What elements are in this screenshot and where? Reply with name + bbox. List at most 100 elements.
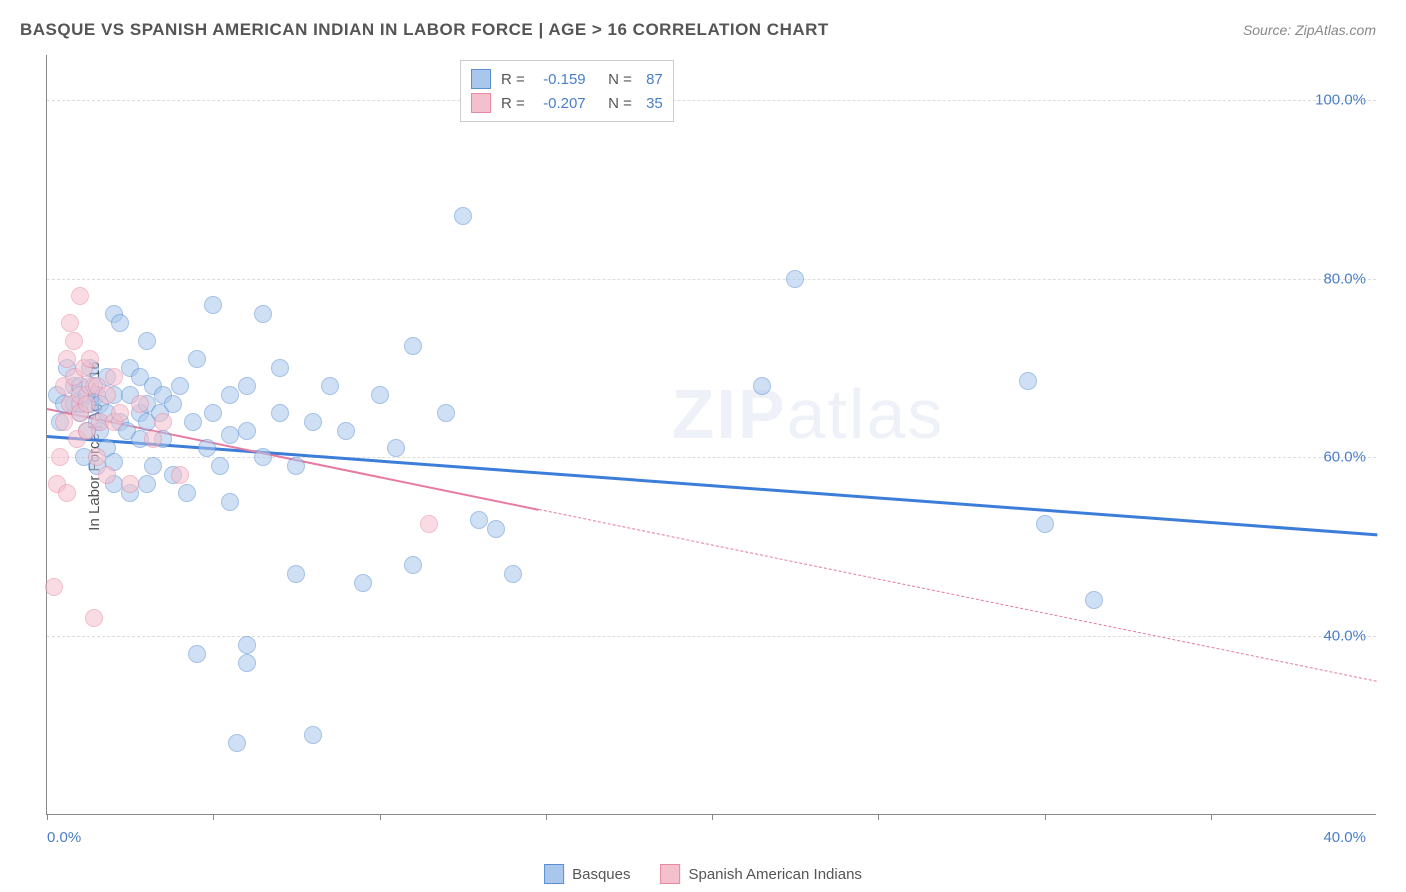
y-tick-label: 60.0% bbox=[1323, 449, 1366, 466]
data-point bbox=[144, 457, 162, 475]
x-tick bbox=[712, 814, 713, 820]
corr-legend-row: R = -0.159 N = 87 bbox=[471, 67, 663, 91]
data-point bbox=[271, 404, 289, 422]
data-point bbox=[111, 404, 129, 422]
x-tick bbox=[380, 814, 381, 820]
legend-swatch bbox=[544, 864, 564, 884]
corr-r-label: R = bbox=[501, 95, 533, 112]
data-point bbox=[221, 386, 239, 404]
data-point bbox=[61, 314, 79, 332]
data-point bbox=[211, 457, 229, 475]
x-tick bbox=[213, 814, 214, 820]
data-point bbox=[204, 404, 222, 422]
data-point bbox=[204, 296, 222, 314]
data-point bbox=[387, 439, 405, 457]
data-point bbox=[121, 475, 139, 493]
watermark-thin: atlas bbox=[787, 375, 945, 453]
data-point bbox=[753, 377, 771, 395]
data-point bbox=[144, 430, 162, 448]
y-tick-label: 100.0% bbox=[1315, 91, 1366, 108]
data-point bbox=[138, 332, 156, 350]
data-point bbox=[354, 574, 372, 592]
scatter-chart: ZIPatlas 40.0%60.0%80.0%100.0%0.0%40.0% bbox=[46, 55, 1376, 815]
x-tick-label: 0.0% bbox=[47, 829, 81, 846]
data-point bbox=[58, 484, 76, 502]
data-point bbox=[371, 386, 389, 404]
legend-label: Spanish American Indians bbox=[688, 866, 861, 883]
data-point bbox=[81, 350, 99, 368]
gridline bbox=[47, 279, 1376, 280]
data-point bbox=[238, 377, 256, 395]
data-point bbox=[221, 493, 239, 511]
data-point bbox=[287, 565, 305, 583]
x-tick bbox=[546, 814, 547, 820]
data-point bbox=[1019, 372, 1037, 390]
legend-item: Spanish American Indians bbox=[660, 864, 861, 884]
gridline bbox=[47, 457, 1376, 458]
data-point bbox=[154, 413, 172, 431]
correlation-legend: R = -0.159 N = 87R = -0.207 N = 35 bbox=[460, 60, 674, 122]
data-point bbox=[111, 314, 129, 332]
data-point bbox=[138, 475, 156, 493]
data-point bbox=[504, 565, 522, 583]
gridline bbox=[47, 100, 1376, 101]
y-tick-label: 80.0% bbox=[1323, 270, 1366, 287]
data-point bbox=[105, 368, 123, 386]
y-tick-label: 40.0% bbox=[1323, 628, 1366, 645]
data-point bbox=[437, 404, 455, 422]
data-point bbox=[171, 377, 189, 395]
corr-legend-row: R = -0.207 N = 35 bbox=[471, 91, 663, 115]
data-point bbox=[188, 350, 206, 368]
data-point bbox=[321, 377, 339, 395]
data-point bbox=[404, 556, 422, 574]
legend-swatch bbox=[471, 69, 491, 89]
data-point bbox=[58, 350, 76, 368]
data-point bbox=[98, 386, 116, 404]
data-point bbox=[198, 439, 216, 457]
data-point bbox=[228, 734, 246, 752]
data-point bbox=[71, 287, 89, 305]
data-point bbox=[304, 726, 322, 744]
legend-item: Basques bbox=[544, 864, 630, 884]
data-point bbox=[164, 395, 182, 413]
data-point bbox=[404, 337, 422, 355]
corr-n-label: N = bbox=[596, 95, 636, 112]
x-tick bbox=[878, 814, 879, 820]
watermark: ZIPatlas bbox=[672, 374, 945, 454]
data-point bbox=[454, 207, 472, 225]
corr-n-value: 35 bbox=[646, 95, 663, 112]
data-point bbox=[238, 422, 256, 440]
data-point bbox=[287, 457, 305, 475]
x-tick bbox=[47, 814, 48, 820]
data-point bbox=[78, 395, 96, 413]
data-point bbox=[337, 422, 355, 440]
data-point bbox=[98, 466, 116, 484]
data-point bbox=[786, 270, 804, 288]
data-point bbox=[188, 645, 206, 663]
source-label: Source: ZipAtlas.com bbox=[1243, 22, 1376, 38]
data-point bbox=[238, 636, 256, 654]
data-point bbox=[184, 413, 202, 431]
data-point bbox=[88, 448, 106, 466]
data-point bbox=[51, 448, 69, 466]
data-point bbox=[254, 448, 272, 466]
data-point bbox=[85, 609, 103, 627]
data-point bbox=[470, 511, 488, 529]
data-point bbox=[420, 515, 438, 533]
data-point bbox=[1036, 515, 1054, 533]
data-point bbox=[65, 332, 83, 350]
data-point bbox=[131, 395, 149, 413]
data-point bbox=[45, 578, 63, 596]
data-point bbox=[221, 426, 239, 444]
legend-swatch bbox=[660, 864, 680, 884]
data-point bbox=[487, 520, 505, 538]
series-legend: Basques Spanish American Indians bbox=[544, 864, 862, 884]
data-point bbox=[238, 654, 256, 672]
legend-label: Basques bbox=[572, 866, 630, 883]
data-point bbox=[178, 484, 196, 502]
x-tick-label: 40.0% bbox=[1323, 829, 1366, 846]
corr-r-value: -0.159 bbox=[543, 71, 586, 88]
x-tick bbox=[1045, 814, 1046, 820]
corr-n-value: 87 bbox=[646, 71, 663, 88]
data-point bbox=[304, 413, 322, 431]
